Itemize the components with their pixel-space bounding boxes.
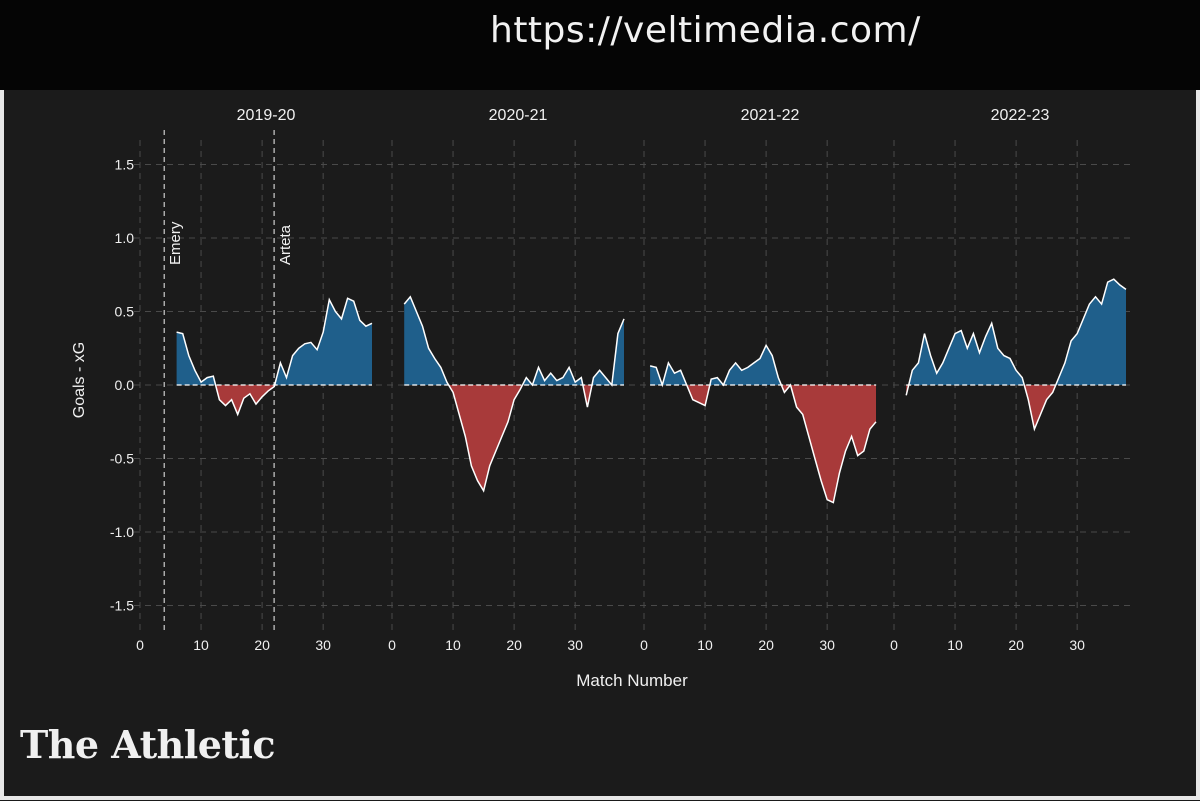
season-title: 2022-23 <box>991 107 1050 124</box>
negative-area <box>1024 385 1056 430</box>
url-text[interactable]: https://veltimedia.com/ <box>490 10 921 51</box>
x-tick-label: 0 <box>890 637 898 653</box>
x-tick-label: 0 <box>388 637 396 653</box>
positive-area <box>908 323 1025 385</box>
manager-label: Arteta <box>277 224 294 265</box>
x-tick-label: 0 <box>136 637 144 653</box>
positive-area <box>1055 279 1126 385</box>
y-tick-label: 1.0 <box>115 230 135 246</box>
x-tick-label: 10 <box>445 637 461 653</box>
series-line <box>176 297 373 417</box>
positive-area <box>176 332 216 385</box>
y-tick-label: -1.5 <box>110 598 134 614</box>
season-title: 2020-21 <box>489 107 548 124</box>
x-tick-label: 20 <box>506 637 522 653</box>
manager-label: Emery <box>167 221 184 265</box>
positive-area <box>591 318 624 385</box>
x-tick-label: 30 <box>315 637 331 653</box>
x-tick-label: 20 <box>758 637 774 653</box>
negative-area <box>448 385 523 491</box>
y-tick-label: 0.0 <box>115 377 135 393</box>
the-athletic-logo: The Athletic <box>20 722 276 767</box>
negative-area <box>582 385 592 408</box>
y-tick-label: -0.5 <box>110 451 134 467</box>
x-tick-label: 10 <box>947 637 963 653</box>
series-line <box>403 295 625 493</box>
negative-area <box>215 385 275 415</box>
positive-area <box>709 345 782 385</box>
x-tick-label: 0 <box>640 637 648 653</box>
x-tick-label: 10 <box>193 637 209 653</box>
y-axis-label: Goals - xG <box>71 342 88 418</box>
series-line <box>905 278 1127 432</box>
url-bar: https://veltimedia.com/ <box>0 0 1200 90</box>
x-tick-label: 30 <box>1069 637 1085 653</box>
y-tick-label: -1.0 <box>110 524 134 540</box>
chart-frame: 1.5 1.0 0.5 0.0 -0.5 -1.0 -1.5 Goals - xG 0 10 20 3… <box>0 90 1200 800</box>
season-title: 2021-22 <box>741 107 800 124</box>
season-title: 2019-20 <box>237 107 296 124</box>
x-tick-label: 10 <box>697 637 713 653</box>
y-tick-label: 1.5 <box>115 157 135 173</box>
xg-difference-chart: 1.5 1.0 0.5 0.0 -0.5 -1.0 -1.5 Goals - xG 0 10 20 3… <box>71 107 1134 690</box>
x-tick-label: 30 <box>819 637 835 653</box>
x-tick-label: 20 <box>254 637 270 653</box>
series-line <box>649 343 877 504</box>
negative-area <box>686 385 710 406</box>
negative-area <box>790 385 876 503</box>
positive-area <box>650 362 687 385</box>
x-tick-label: 20 <box>1008 637 1024 653</box>
positive-area <box>274 298 372 385</box>
x-axis-label: Match Number <box>576 671 688 690</box>
x-tick-label: 30 <box>567 637 583 653</box>
y-tick-label: 0.5 <box>115 304 135 320</box>
